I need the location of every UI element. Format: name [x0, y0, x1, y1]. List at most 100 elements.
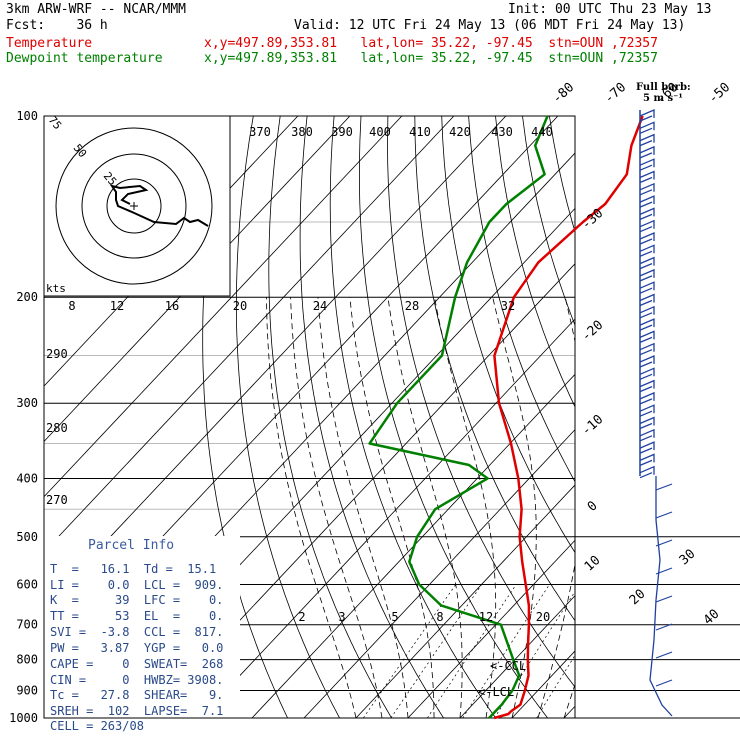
isotherm-label: 0 [585, 498, 601, 514]
wind-barb [639, 465, 655, 479]
hodograph-units: kts [46, 282, 66, 295]
dry-adiabat [522, 116, 575, 327]
pressure-label: 200 [16, 290, 38, 304]
theta-label: 430 [491, 125, 513, 139]
mixing-ratio-label: 20 [536, 610, 550, 624]
hodograph-center-mark [130, 202, 138, 210]
isotherm-label: -70 [602, 80, 629, 107]
forecast-hour: Fcst: 36 h [6, 18, 108, 33]
wind-barb [639, 244, 655, 257]
dry-adiabat [684, 116, 740, 731]
temperature-location: x,y=497.89,353.81 lat,lon= 35.22, -97.45… [204, 36, 658, 51]
isotherm [720, 116, 740, 718]
pressure-label: 500 [16, 530, 38, 544]
isotherm [511, 650, 575, 718]
mixing-ratio-top-label: 20 [233, 299, 247, 313]
temperature-legend: Temperature [6, 36, 93, 51]
parcel-row: LI = 0.0 LCL = 909. [50, 578, 224, 592]
isotherm [459, 595, 575, 718]
parcel-row: SREH = 102 LAPSE= 7.1 [50, 704, 224, 718]
pressure-label: 600 [16, 577, 38, 591]
theta-label: 410 [409, 125, 431, 139]
theta-label: 400 [369, 125, 391, 139]
init-time: Init: 00 UTC Thu 23 May 13 [508, 2, 712, 17]
dry-adiabat [549, 116, 575, 234]
wind-barb [639, 404, 655, 417]
ccl-annotation: <-CCL [490, 659, 526, 673]
wind-barb [639, 170, 655, 184]
hodograph-ring [81, 153, 187, 259]
mixing-ratio-top-label: 32 [501, 299, 515, 313]
isotherm [303, 429, 575, 718]
hodograph-trace [109, 184, 209, 227]
isotherm-label: -80 [550, 80, 577, 107]
dry-adiabat [711, 116, 740, 731]
theta-label: 440 [531, 125, 553, 139]
lcl-annotation: <-LCL [478, 685, 514, 699]
parcel-info-panel: Parcel Info T = 16.1 Td = 15.1 LI = 0.0 … [44, 536, 240, 733]
moist-adiabat [563, 683, 575, 718]
theta-left-label: 270 [46, 493, 68, 507]
isotherm [44, 116, 351, 442]
dry-adiabat [468, 116, 575, 483]
parcel-info-bg [44, 536, 240, 726]
barb-legend-line1: Full barb: [636, 82, 691, 93]
hodograph-ring [106, 178, 162, 234]
dry-adiabat [299, 116, 445, 718]
wind-barb [639, 195, 655, 208]
wind-barb [639, 207, 655, 220]
mixing-ratio-label: 3 [338, 610, 345, 624]
parcel-row: CIN = 0 HWBZ= 3908. [50, 673, 224, 687]
pressure-label: 1000 [9, 711, 38, 725]
wind-barb [639, 232, 655, 245]
dry-adiabat [603, 116, 740, 731]
wind-barb [639, 121, 655, 134]
wind-barb [639, 441, 655, 454]
wind-barb [639, 391, 655, 405]
parcel-row: K = 39 LFC = 0. [50, 593, 224, 607]
isotherm [199, 318, 575, 718]
wind-barb [639, 379, 655, 393]
isotherm [44, 116, 403, 498]
pressure-label: 400 [16, 471, 38, 485]
wind-barb [639, 428, 655, 442]
parcel-row: Tc = 27.8 SHEAR= 9. [50, 688, 224, 702]
mixing-ratio-line [536, 654, 575, 718]
hodograph-ring [55, 127, 213, 285]
wind-barb [639, 416, 655, 430]
dry-adiabat [414, 116, 575, 622]
mixing-ratio-top-label: 16 [165, 299, 179, 313]
moist-adiabat [349, 297, 435, 718]
dry-adiabat [235, 116, 341, 718]
isotherm-label: -30 [579, 206, 606, 233]
isotherm [44, 116, 507, 608]
wind-barb [639, 256, 655, 270]
wind-barb [639, 281, 655, 294]
wind-barb [639, 133, 655, 147]
wind-barb [655, 539, 673, 547]
trace-layer [368, 115, 644, 720]
mixing-ratio-label: 12 [479, 610, 493, 624]
wind-barb [639, 355, 655, 368]
pressure-label: 300 [16, 396, 38, 410]
pressure-label: 900 [16, 683, 38, 697]
wind-barb [639, 342, 655, 356]
isotherm-label: -20 [579, 318, 606, 345]
valid-time: Valid: 12 UTC Fri 24 May 13 (06 MDT Fri … [294, 18, 686, 33]
wind-barb [639, 145, 655, 159]
pressure-label: 100 [16, 109, 38, 123]
moist-adiabat [537, 297, 575, 718]
mixing-ratio-line [427, 584, 517, 718]
theta-label: 420 [449, 125, 471, 139]
wind-barb [639, 109, 655, 122]
dry-adiabat [329, 116, 497, 718]
moist-adiabat [290, 297, 383, 718]
dry-adiabat [630, 116, 740, 731]
mixing-ratio-label: 8 [436, 610, 443, 624]
hodograph [55, 127, 213, 285]
parcel-info-title: Parcel Info [88, 538, 175, 553]
theta-label: 390 [331, 125, 353, 139]
wind-barb [639, 330, 655, 343]
theta-left-label: 280 [46, 421, 68, 435]
isotherm [147, 263, 575, 718]
